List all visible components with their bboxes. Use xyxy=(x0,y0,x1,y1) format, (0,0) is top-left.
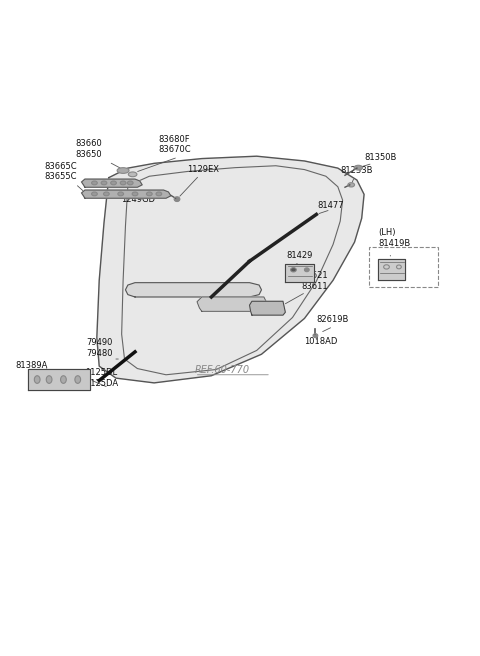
Text: 82619B: 82619B xyxy=(316,315,349,324)
Ellipse shape xyxy=(117,168,129,173)
Text: 1125DL
1125DA: 1125DL 1125DA xyxy=(85,368,118,388)
Ellipse shape xyxy=(304,268,309,272)
Text: 1249GD: 1249GD xyxy=(120,195,155,204)
Ellipse shape xyxy=(34,376,40,383)
Text: 81429: 81429 xyxy=(287,251,313,260)
Polygon shape xyxy=(97,156,364,383)
Ellipse shape xyxy=(348,182,355,187)
Text: 79490
79480: 79490 79480 xyxy=(86,338,113,358)
Polygon shape xyxy=(250,301,285,315)
Text: 83660
83650: 83660 83650 xyxy=(75,139,102,159)
Text: 1129EX: 1129EX xyxy=(188,165,219,174)
Ellipse shape xyxy=(396,265,401,269)
Text: REF.60-770: REF.60-770 xyxy=(195,365,250,375)
Ellipse shape xyxy=(92,181,97,185)
Ellipse shape xyxy=(104,192,109,195)
Ellipse shape xyxy=(120,181,126,185)
Ellipse shape xyxy=(46,376,52,383)
Polygon shape xyxy=(197,297,269,312)
Text: 81350B: 81350B xyxy=(364,153,396,162)
Ellipse shape xyxy=(313,334,318,338)
Ellipse shape xyxy=(75,376,81,383)
Ellipse shape xyxy=(128,172,137,176)
Text: (LH)
81419B: (LH) 81419B xyxy=(378,228,411,248)
Text: 83621
83611: 83621 83611 xyxy=(301,272,328,291)
Ellipse shape xyxy=(127,181,133,185)
Ellipse shape xyxy=(101,181,107,185)
Ellipse shape xyxy=(118,192,123,195)
Ellipse shape xyxy=(132,192,138,195)
Polygon shape xyxy=(285,264,314,281)
Text: 83680F
83670C: 83680F 83670C xyxy=(159,135,192,154)
Ellipse shape xyxy=(111,181,116,185)
Text: 1018AD: 1018AD xyxy=(304,337,338,346)
Text: 83665C
83655C: 83665C 83655C xyxy=(44,161,77,181)
Text: 81389A: 81389A xyxy=(16,361,48,370)
Ellipse shape xyxy=(290,268,296,272)
Ellipse shape xyxy=(60,376,66,383)
Polygon shape xyxy=(378,259,405,280)
Ellipse shape xyxy=(174,197,180,201)
Ellipse shape xyxy=(146,192,152,195)
Ellipse shape xyxy=(156,192,162,195)
Polygon shape xyxy=(82,190,171,198)
Polygon shape xyxy=(82,179,142,187)
Text: 81477: 81477 xyxy=(318,201,345,210)
Polygon shape xyxy=(28,369,90,390)
Ellipse shape xyxy=(354,165,363,170)
Text: 81233B: 81233B xyxy=(340,166,372,175)
Ellipse shape xyxy=(384,265,389,269)
Polygon shape xyxy=(125,283,262,297)
Ellipse shape xyxy=(92,192,97,195)
